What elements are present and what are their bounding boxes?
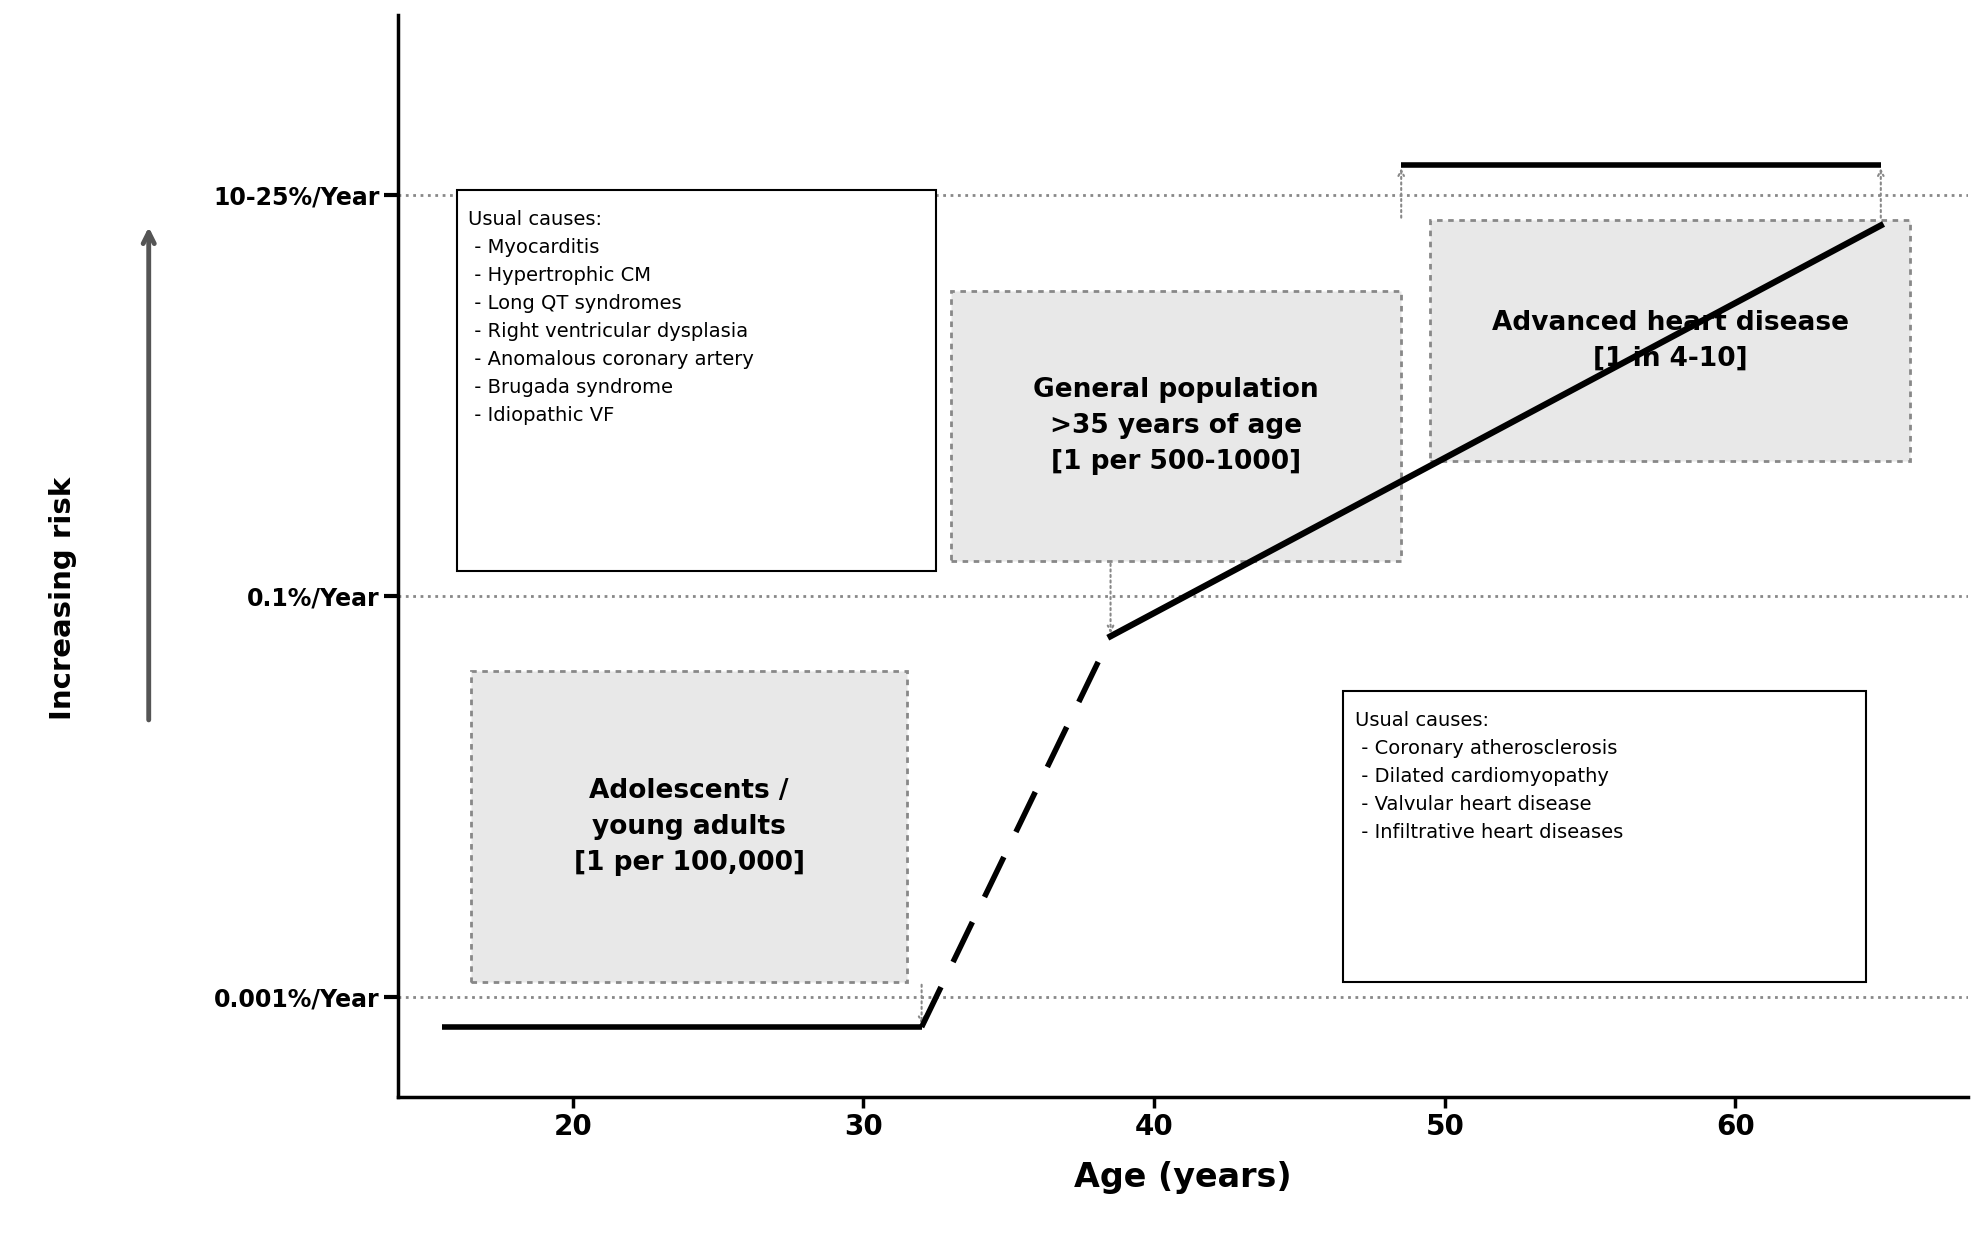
FancyBboxPatch shape bbox=[456, 191, 936, 571]
X-axis label: Age (years): Age (years) bbox=[1074, 1160, 1292, 1194]
Text: Increasing risk: Increasing risk bbox=[50, 476, 77, 720]
Text: Advanced heart disease
[1 in 4-10]: Advanced heart disease [1 in 4-10] bbox=[1490, 310, 1847, 371]
Text: Usual causes:
 - Myocarditis
 - Hypertrophic CM
 - Long QT syndromes
 - Right ve: Usual causes: - Myocarditis - Hypertroph… bbox=[468, 211, 753, 425]
FancyBboxPatch shape bbox=[1342, 692, 1865, 982]
Text: Usual causes:
 - Coronary atherosclerosis
 - Dilated cardiomyopathy
 - Valvular : Usual causes: - Coronary atherosclerosis… bbox=[1354, 711, 1621, 842]
Text: Adolescents /
young adults
[1 per 100,000]: Adolescents / young adults [1 per 100,00… bbox=[573, 778, 805, 876]
Text: General population
>35 years of age
[1 per 500-1000]: General population >35 years of age [1 p… bbox=[1033, 376, 1318, 475]
FancyBboxPatch shape bbox=[949, 290, 1401, 561]
FancyBboxPatch shape bbox=[1429, 221, 1909, 461]
FancyBboxPatch shape bbox=[472, 672, 906, 982]
